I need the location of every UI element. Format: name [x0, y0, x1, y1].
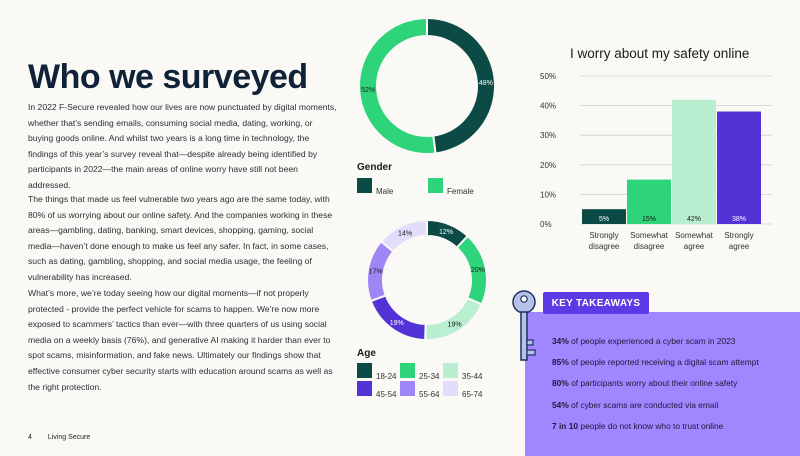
gender-legend-swatch: [357, 178, 372, 193]
age-slice-45-54: [369, 294, 427, 342]
gender-label: Gender: [357, 162, 393, 173]
takeaway-stat: 7 in 10: [552, 421, 579, 431]
takeaway-item: 85% of people reported receiving a digit…: [552, 357, 759, 367]
y-tick-label: 20%: [540, 161, 556, 170]
age-legend-swatch: [357, 363, 372, 378]
gender-legend-swatch: [428, 178, 443, 193]
gender-slice-female: [358, 16, 437, 155]
age-legend-swatch: [400, 363, 415, 378]
takeaway-stat: 34%: [552, 336, 569, 346]
x-tick-label: disagree: [634, 242, 665, 251]
age-legend-label: 18-24: [376, 372, 397, 381]
scams-paragraph: What’s more, we’re today seeing how our …: [28, 288, 333, 392]
key-takeaways-panel: [525, 312, 800, 456]
bar-somewhat-agree: [672, 99, 716, 224]
age-legend-label: 25-34: [419, 372, 440, 381]
takeaway-stat: 80%: [552, 378, 569, 388]
age-slice-label: 17%: [369, 269, 383, 276]
bar-value-label: 38%: [732, 216, 746, 223]
takeaway-text: of participants worry about their online…: [568, 378, 738, 388]
bar-strongly-agree: [717, 111, 761, 224]
x-tick-label: Somewhat: [630, 231, 669, 240]
gender-slice-label: 52%: [361, 87, 375, 94]
takeaway-text: of cyber scams are conducted via email: [568, 400, 719, 410]
y-tick-label: 50%: [540, 72, 556, 81]
bar-somewhat-disagree: [627, 179, 671, 224]
age-legend-item: 18-24: [357, 363, 397, 381]
y-tick-label: 40%: [540, 102, 556, 111]
bar-strongly-disagree: [582, 209, 626, 224]
age-legend-label: 35-44: [462, 372, 483, 381]
safety-worry-bar-chart: 0% 10% 20% 30% 40% 50% 5% Strongly disagree 15% So…: [540, 72, 772, 251]
age-slice-label: 20%: [471, 267, 485, 274]
takeaway-stat: 54%: [552, 400, 569, 410]
age-legend-label: 65-74: [462, 390, 483, 399]
key-icon: [512, 290, 536, 361]
key-takeaways-badge: KEY TAKEAWAYS: [543, 292, 649, 314]
page-number: 4: [28, 434, 32, 441]
bar-value-label: 5%: [599, 216, 609, 223]
gender-legend-item: Female: [428, 178, 474, 196]
age-slice-label: 12%: [439, 229, 453, 236]
x-tick-label: agree: [684, 242, 705, 251]
vulnerability-paragraph: The things that made us feel vulnerable …: [28, 194, 333, 282]
page-footer: 4 Living Secure: [28, 434, 104, 441]
age-label: Age: [357, 348, 376, 359]
page-title: Who we surveyed: [28, 58, 308, 96]
age-donut-chart: 12% 20% 19% 19% 17% 14%: [366, 218, 488, 342]
age-slice-label: 19%: [390, 320, 404, 327]
intro-paragraph: In 2022 F-Secure revealed how our lives …: [28, 102, 337, 190]
age-legend-item: 65-74: [443, 381, 483, 399]
age-legend-swatch: [357, 381, 372, 396]
age-legend-item: 45-54: [357, 381, 397, 399]
takeaway-item: 54% of cyber scams are conducted via ema…: [552, 400, 718, 410]
publication-name: Living Secure: [47, 434, 91, 441]
age-legend-label: 55-64: [419, 390, 440, 399]
age-legend-item: 55-64: [400, 381, 440, 399]
age-slice-65-74: [379, 218, 428, 254]
takeaway-item: 80% of participants worry about their on…: [552, 378, 737, 388]
bar-value-label: 15%: [642, 216, 656, 223]
age-legend-swatch: [443, 381, 458, 396]
gender-slice-label: 48%: [479, 80, 493, 87]
x-tick-label: agree: [729, 242, 750, 251]
takeaway-item: 34% of people experienced a cyber scam i…: [552, 336, 735, 346]
y-tick-label: 10%: [540, 190, 556, 199]
takeaway-text: of people experienced a cyber scam in 20…: [568, 336, 736, 346]
chart-title: I worry about my safety online: [570, 46, 750, 61]
age-legend-item: 35-44: [443, 363, 483, 381]
y-tick-label: 0%: [540, 220, 552, 229]
x-tick-label: Somewhat: [675, 231, 714, 240]
y-tick-label: 30%: [540, 131, 556, 140]
takeaway-item: 7 in 10 people do not know who to trust …: [552, 421, 723, 431]
gender-donut-chart: 48% 52%: [358, 16, 496, 155]
age-legend-item: 25-34: [400, 363, 440, 381]
takeaway-text: of people reported receiving a digital s…: [568, 357, 759, 367]
gender-legend-label: Female: [447, 187, 474, 196]
bar-value-label: 42%: [687, 216, 701, 223]
age-legend-label: 45-54: [376, 390, 397, 399]
x-tick-label: Strongly: [589, 231, 618, 240]
age-slice-label: 19%: [448, 322, 462, 329]
takeaway-stat: 85%: [552, 357, 569, 367]
age-slice-35-44: [424, 296, 484, 341]
age-slice-label: 14%: [398, 230, 412, 237]
age-legend-swatch: [400, 381, 415, 396]
x-tick-label: disagree: [589, 242, 620, 251]
age-legend-swatch: [443, 363, 458, 378]
gender-legend-label: Male: [376, 187, 394, 196]
x-tick-label: Strongly: [724, 231, 753, 240]
gender-legend-item: Male: [357, 178, 394, 196]
takeaway-text: people do not know who to trust online: [578, 421, 724, 431]
